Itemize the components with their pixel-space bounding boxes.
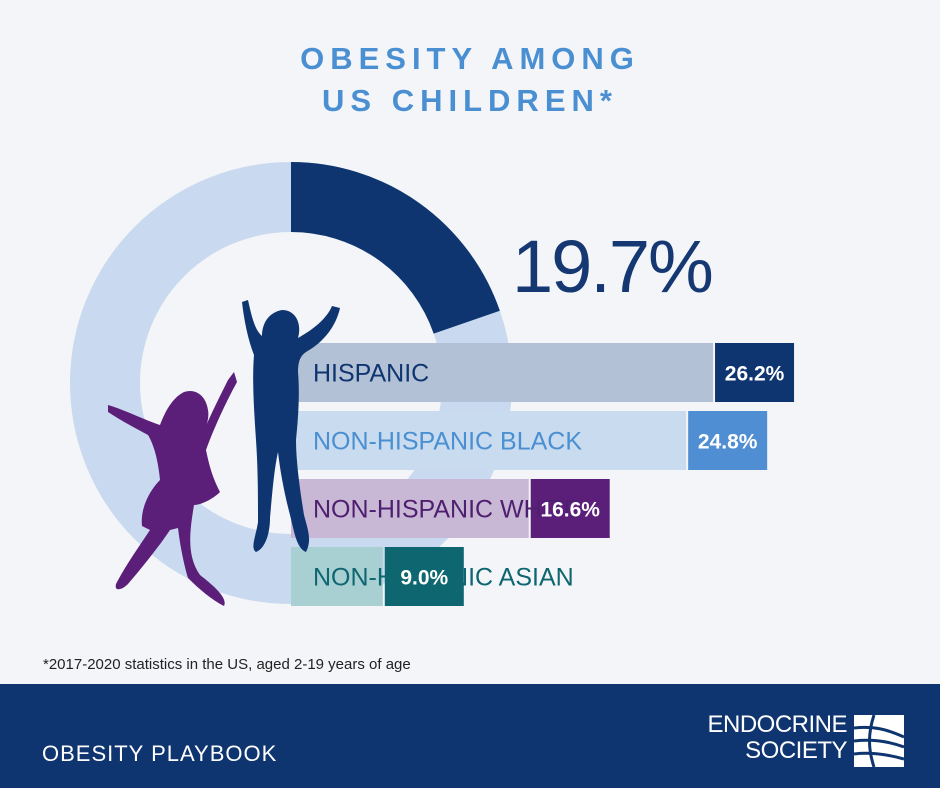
boy-silhouette [242, 300, 340, 552]
logo-mark-icon [854, 715, 904, 767]
overall-percentage: 19.7% [512, 225, 714, 308]
bar-value-box-1 [715, 343, 795, 402]
bar-label-4: NON-HISPANIC ASIAN [313, 564, 574, 592]
bar-value-label-3: 16.6% [540, 499, 600, 522]
footer-bar [0, 684, 940, 788]
bar-4 [291, 547, 383, 606]
bar-value-box-4 [384, 547, 464, 606]
bar-3 [291, 479, 529, 538]
logo-line-1: ENDOCRINE [707, 711, 847, 738]
bar-label-2: NON-HISPANIC BLACK [313, 428, 582, 456]
logo-line-2: SOCIETY [745, 737, 847, 764]
title-line-1: OBESITY AMONG [300, 41, 640, 76]
bar-label-3: NON-HISPANIC WHITE [313, 496, 581, 524]
footer-title: OBESITY PLAYBOOK [42, 741, 278, 766]
bar-value-box-2 [688, 411, 768, 470]
bar-value-label-4: 9.0% [400, 567, 448, 590]
chart-title: OBESITY AMONG US CHILDREN* [0, 38, 940, 122]
bar-1 [291, 343, 714, 402]
footnote: *2017-2020 statistics in the US, aged 2-… [43, 656, 411, 673]
title-line-2: US CHILDREN* [322, 83, 618, 118]
children-silhouettes [108, 300, 340, 606]
bar-value-box-3 [530, 479, 610, 538]
bar-2 [291, 411, 687, 470]
bar-label-1: HISPANIC [313, 360, 429, 388]
bar-value-label-2: 24.8% [698, 431, 758, 454]
girl-silhouette [108, 372, 237, 606]
bar-value-label-1: 26.2% [725, 363, 785, 386]
bar-chart: HISPANIC 26.2% NON-HISPANIC BLACK 24.8% NON-… [291, 343, 795, 606]
chart-area: HISPANIC 26.2% NON-HISPANIC BLACK 24.8% NON-… [70, 162, 795, 606]
endocrine-society-logo: ENDOCRINE SOCIETY [692, 712, 907, 772]
donut-fill-segment [290, 162, 500, 335]
